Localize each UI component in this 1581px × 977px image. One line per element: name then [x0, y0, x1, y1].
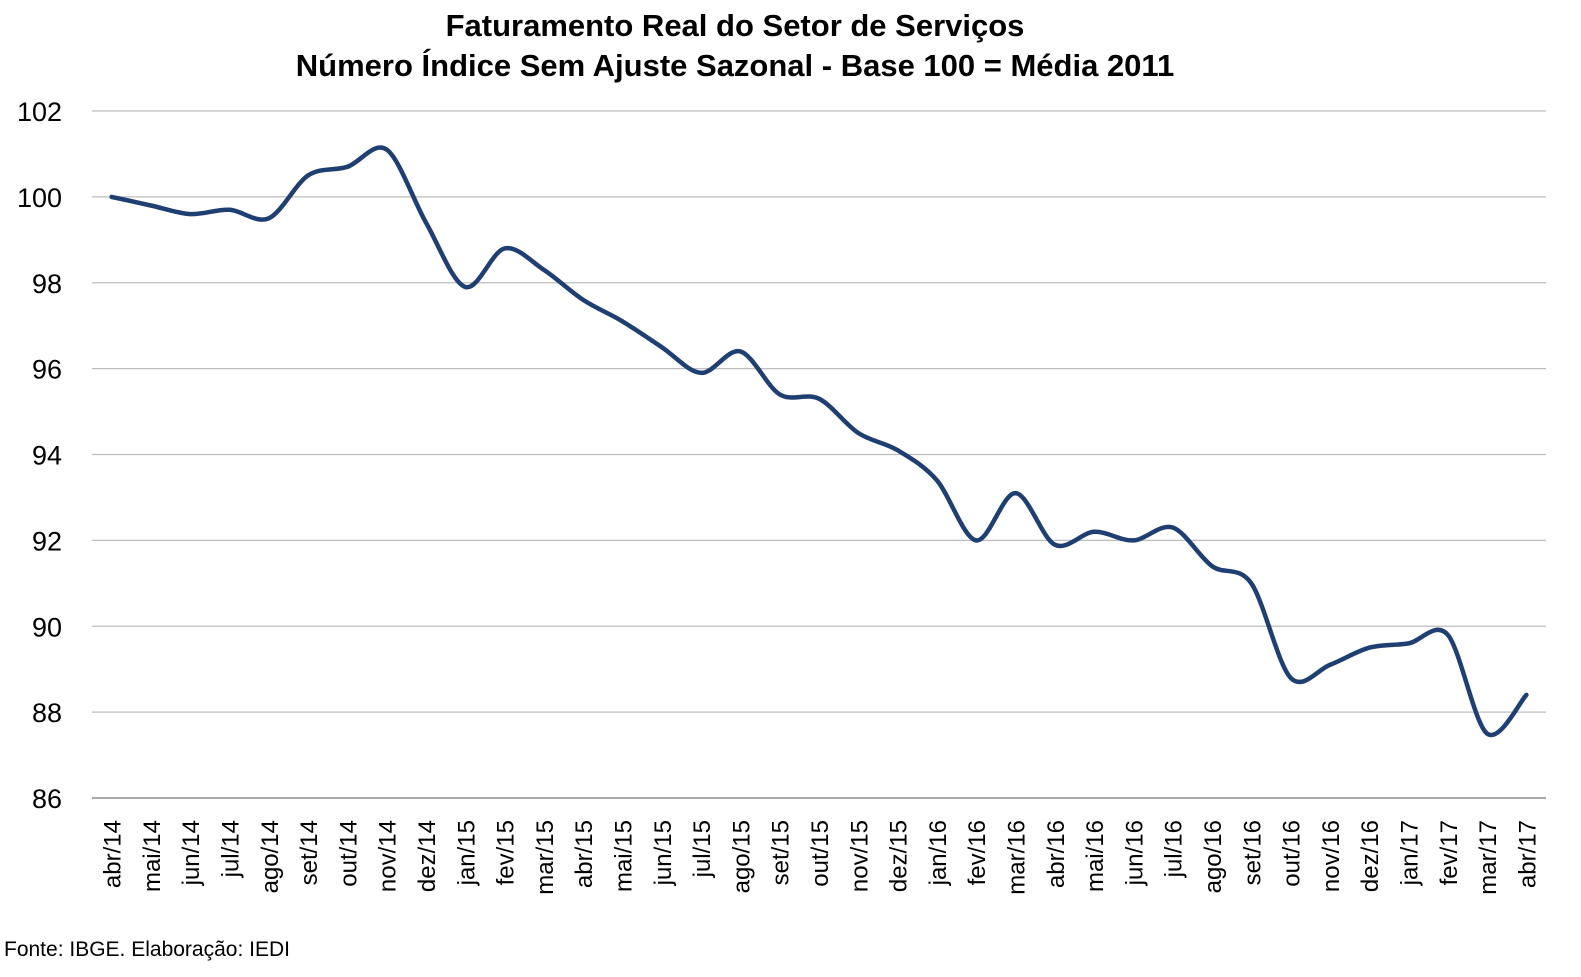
x-tick-label: mai/16 — [1082, 820, 1109, 892]
y-axis-tick-labels: 86 88 90 92 94 96 98 100 102 — [17, 97, 62, 814]
x-tick-label: jul/14 — [218, 820, 245, 878]
x-tick-label: dez/14 — [414, 820, 441, 892]
x-tick-label: dez/16 — [1357, 820, 1384, 892]
data-point-abr-16 — [1052, 542, 1057, 547]
x-axis-tick-labels: abr/14 mai/14 jun/14 jul/14 ago/14 set/14 out/… — [100, 820, 1542, 895]
x-tick-label: jan/15 — [453, 820, 480, 886]
data-point-dez-16 — [1367, 645, 1372, 650]
source-note: Fonte: IBGE. Elaboração: IEDI — [4, 938, 290, 961]
x-tick-label: out/16 — [1279, 820, 1306, 887]
x-tick-label: fev/16 — [964, 820, 991, 885]
data-point-abr-17 — [1524, 692, 1529, 697]
x-tick-label: jul/15 — [689, 820, 716, 878]
x-tick-label: out/14 — [335, 820, 362, 887]
x-tick-label: abr/17 — [1514, 820, 1541, 888]
x-tick-label: abr/14 — [100, 820, 127, 888]
data-point-nov-14 — [384, 147, 389, 152]
x-tick-label: jun/14 — [178, 820, 205, 886]
x-tick-label: mar/16 — [1003, 820, 1030, 895]
data-point-nov-15 — [856, 431, 861, 436]
data-point-fev-17 — [1445, 632, 1450, 637]
chart-title-block: Faturamento Real do Setor de Serviços Nú… — [0, 6, 1470, 86]
x-tick-label: fev/15 — [493, 820, 520, 885]
x-tick-label: fev/17 — [1436, 820, 1463, 885]
x-tick-label: nov/14 — [375, 820, 402, 892]
data-point-ago-14 — [266, 216, 271, 221]
data-point-ago-16 — [1209, 564, 1214, 569]
x-tick-label: mai/15 — [611, 820, 638, 892]
data-point-out-15 — [817, 396, 821, 401]
y-tick-label: 88 — [32, 698, 62, 728]
y-tick-label: 94 — [32, 441, 62, 471]
data-point-mai-16 — [1092, 529, 1097, 534]
x-tick-label: abr/16 — [1043, 820, 1070, 888]
data-point-mar-17 — [1485, 731, 1490, 736]
y-tick-label: 100 — [17, 183, 62, 213]
data-point-fev-16 — [974, 538, 979, 543]
data-point-set-16 — [1249, 581, 1254, 586]
x-tick-label: ago/16 — [1200, 820, 1227, 893]
y-tick-label: 102 — [17, 97, 62, 127]
data-point-abr-14 — [109, 194, 114, 199]
x-tick-label: mai/14 — [139, 820, 166, 892]
y-tick-label: 90 — [32, 612, 62, 642]
data-point-jul-15 — [699, 370, 704, 375]
data-point-dez-14 — [424, 220, 429, 225]
data-point-ago-15 — [738, 349, 743, 354]
y-tick-label: 96 — [32, 355, 62, 385]
data-point-jan-17 — [1406, 641, 1411, 646]
x-tick-label: nov/16 — [1318, 820, 1345, 892]
series-line-0 — [109, 145, 1529, 738]
x-tick-label: dez/15 — [886, 820, 913, 892]
x-tick-label: abr/15 — [571, 820, 598, 888]
x-tick-label: ago/15 — [728, 820, 755, 893]
x-tick-label: set/15 — [768, 820, 795, 885]
data-point-mai-15 — [620, 319, 625, 324]
data-point-fev-15 — [502, 246, 507, 251]
y-tick-label: 92 — [32, 526, 62, 556]
x-tick-label: jun/16 — [1121, 820, 1148, 886]
data-point-jul-14 — [227, 207, 232, 212]
data-point-nov-16 — [1327, 662, 1332, 667]
data-point-jun-14 — [188, 212, 193, 217]
grid-lines — [92, 110, 1546, 713]
x-tick-label: jun/15 — [650, 820, 677, 886]
chart-title: Faturamento Real do Setor de Serviços — [445, 8, 1025, 43]
data-point-set-14 — [306, 173, 311, 178]
data-point-out-16 — [1288, 675, 1293, 680]
data-point-jan-15 — [463, 285, 468, 290]
data-point-abr-15 — [581, 297, 586, 302]
data-point-out-14 — [345, 164, 350, 169]
data-point-jun-15 — [659, 345, 664, 350]
data-point-mar-15 — [541, 267, 546, 272]
data-point-jan-16 — [934, 478, 939, 483]
x-tick-label: ago/14 — [257, 820, 284, 893]
y-tick-label: 98 — [32, 269, 62, 299]
x-tick-label: jan/16 — [925, 820, 952, 886]
data-point-set-15 — [777, 392, 782, 397]
y-tick-label: 86 — [32, 784, 62, 814]
data-point-jun-16 — [1131, 538, 1136, 543]
data-point-jul-16 — [1170, 525, 1175, 530]
x-tick-label: mar/17 — [1475, 820, 1502, 895]
data-point-mai-14 — [148, 203, 153, 208]
chart-subtitle: Número Índice Sem Ajuste Sazonal - Base … — [295, 48, 1175, 83]
data-point-mar-16 — [1013, 491, 1018, 496]
x-tick-label: set/14 — [296, 820, 323, 885]
series-layer — [109, 145, 1529, 738]
x-tick-label: mar/15 — [532, 820, 559, 895]
x-tick-label: out/15 — [807, 820, 834, 887]
x-tick-label: jul/16 — [1161, 820, 1188, 878]
data-point-dez-15 — [895, 448, 900, 453]
x-tick-label: jan/17 — [1396, 820, 1423, 886]
x-tick-label: set/16 — [1239, 820, 1266, 885]
x-tick-label: nov/15 — [846, 820, 873, 892]
